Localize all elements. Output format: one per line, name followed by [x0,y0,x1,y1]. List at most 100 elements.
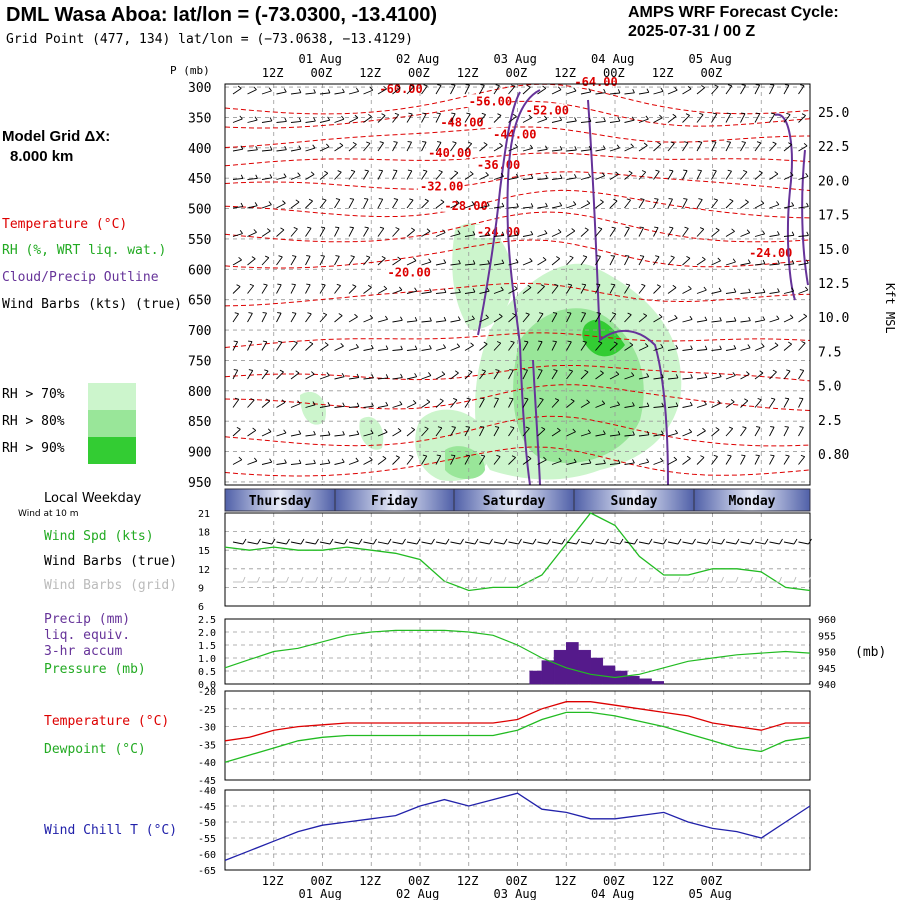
wind-barb-flag [233,340,238,343]
wind-barb-flag [799,426,804,428]
wind-barb-flag [453,397,458,401]
surface-wind-barb [377,541,389,545]
wind-barb [276,91,287,95]
wind-barb-flag [645,115,649,120]
wind-barb [609,227,616,237]
axes [224,83,811,871]
wind-barb [754,202,765,209]
wind-barb [653,433,664,437]
wind-barb-flag [557,229,562,233]
wind-barb [508,314,517,323]
wind-barb-flag [327,89,331,94]
wind-barb [319,462,330,465]
xsec-ytick: 550 [188,233,211,248]
wind-barb [725,291,736,294]
surface-wind-barb-flag [300,538,305,545]
wind-barb [406,229,415,237]
wind-barb [580,462,591,465]
wind-barb [450,292,461,294]
wind-barb-flag [335,255,340,257]
wind-barb [638,199,645,209]
wind-barb-flag [266,228,271,232]
wind-barb-flag [370,429,374,434]
wind-barb [392,404,403,408]
wind-barb-flag [610,283,615,286]
wind-barb-flag [748,288,751,293]
wind-barb-flag [755,454,760,457]
wind-barb [319,434,330,437]
wind-barb-flag [539,397,544,400]
wind-barb [653,117,663,123]
wind-barb [290,342,298,351]
xsec-ylabel-left: P (mb) [170,64,210,77]
wind-barb [232,428,241,437]
wind-barb [392,142,398,152]
panel-ytick: -45 [198,802,216,813]
wind-barb-flag [804,286,809,291]
isotherm-line [224,415,811,447]
wind-barb [305,434,316,437]
wind-barb [667,227,674,237]
grid-wind-barb-flag [750,576,753,583]
wind-barb [682,257,691,266]
wind-barb-flag [511,84,516,87]
wind-barb-flag [511,455,516,458]
surface-wind-barb [798,541,809,545]
wind-barb-flag [481,369,486,372]
wind-barb [464,84,470,95]
grid-wind-barb-flag [315,576,318,583]
wind-barb-flag [481,112,486,115]
surface-wind-barb [290,541,302,545]
wind-barb [667,377,678,380]
wind-barb-flag [312,144,316,149]
wind-barb [551,460,562,465]
wind-barb-flag [307,226,312,229]
wind-barb-flag [588,117,592,122]
wind-barb-flag [675,344,679,349]
wind-barb [551,370,558,380]
wind-barb-flag [356,373,360,378]
wind-barb-flag [772,369,777,373]
grid-wind-barb-flag [706,576,710,583]
wind-barb [377,348,388,351]
wind-barb [377,142,384,152]
wind-barb-flag [240,174,244,179]
wind-barb-flag [672,284,677,288]
wind-barb-flag [248,369,253,371]
wind-barb [348,90,359,95]
wind-barb [595,121,606,123]
wind-barb [682,115,690,123]
wind-barb [566,370,573,380]
wind-barb [450,233,461,237]
surface-wind-barb-flag [561,538,566,545]
wind-barb [522,260,533,266]
surface-wind-barb [334,541,345,545]
wind-barb-flag [715,227,720,231]
wind-barb [363,116,372,123]
wind-barb-flag [789,314,794,318]
isotherm-label-bg [377,82,418,96]
wind-barb-flag [689,401,693,406]
wind-barb [276,371,284,380]
surface-wind-barb-flag [808,538,812,545]
wind-barb-flag [269,458,273,463]
xsec-ylabel-right: Kft MSL [883,283,897,334]
wind-barb-flag [554,398,559,401]
pressure-ytick: 960 [818,615,836,626]
wind-barb-flag [340,343,344,347]
wind-barb [450,202,460,209]
wind-barb [290,284,296,294]
weekday-cell [693,488,811,512]
surface-wind-barb-flag [634,538,638,545]
wind-barb-flag [530,144,534,149]
wind-barb-flag [632,431,635,436]
wind-barb [508,261,519,266]
wind-barb [276,462,287,465]
wind-barb [290,201,300,209]
wind-barb [421,428,429,437]
wind-barb-flag [335,198,340,200]
wind-barb-flag [437,84,442,86]
wind-barb [609,462,620,465]
wind-barb-flag [731,228,735,232]
panel-ytick: 1.5 [198,641,216,652]
